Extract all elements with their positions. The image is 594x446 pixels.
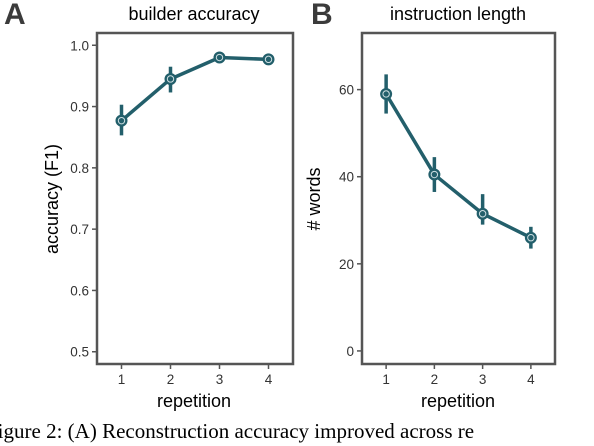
- panel-b-data-point-0: [380, 87, 393, 100]
- panel-b-x-axis-label: repetition: [421, 391, 495, 411]
- panel-a-x-tick-label-1: 2: [167, 372, 175, 387]
- panel-a-title: builder accuracy: [128, 4, 259, 24]
- panel-b-data-point-ring-2: [478, 210, 487, 218]
- panel-a-y-axis-label: accuracy (F1): [42, 144, 62, 254]
- panel-b-y-axis-label: # words: [304, 167, 324, 230]
- panel-a-x-axis-label: repetition: [157, 391, 231, 411]
- panel-letter-a: A: [4, 0, 26, 31]
- panel-a-y-tick-label-0: 0.5: [70, 345, 89, 360]
- panel-a-data-point-ring-1: [166, 75, 175, 83]
- panel-a-data-point-2: [213, 51, 226, 64]
- panel-a-y-tick-label-3: 0.8: [70, 161, 89, 176]
- panel-b-y-tick-label-3: 60: [339, 83, 354, 98]
- panel-a-data-point-3: [262, 53, 275, 66]
- panel-a-y-tick-label-5: 1.0: [70, 38, 89, 53]
- panel-b-y-tick-label-0: 0: [346, 344, 354, 359]
- panel-a-x-tick-label-2: 3: [216, 372, 224, 387]
- panel-a: A builder accuracy repetition accuracy (…: [4, 0, 295, 411]
- panel-a-plot-frame: [95, 31, 295, 366]
- panel-a-data-point-ring-3: [264, 55, 273, 64]
- panel-b-plot-frame: [360, 31, 557, 366]
- panel-b-data-point-3: [524, 231, 537, 244]
- panel-a-data-point-ring-0: [117, 116, 126, 125]
- panel-b-data-point-1: [428, 168, 441, 181]
- panel-a-data-point-1: [164, 72, 177, 85]
- figure-caption: Figure 2: (A) Reconstruction accuracy im…: [0, 419, 475, 443]
- panel-a-data-point-0: [115, 114, 128, 127]
- panel-b-x-tick-label-3: 4: [527, 372, 535, 387]
- panel-b-data-point-ring-3: [527, 233, 535, 242]
- panel-b-data-point-ring-0: [382, 90, 390, 98]
- panel-b-y-tick-label-2: 40: [339, 170, 354, 185]
- panel-a-x-tick-label-3: 4: [265, 372, 273, 387]
- panel-a-y-tick-label-2: 0.7: [70, 222, 89, 237]
- figure: A builder accuracy repetition accuracy (…: [4, 0, 557, 411]
- panel-a-plot-area: 0.5 0.6 0.7 0.8 0.9 1.0 1 2 3 4: [70, 38, 275, 387]
- panel-a-y-tick-label-4: 0.9: [70, 100, 89, 115]
- panel-b-x-tick-label-2: 3: [479, 372, 487, 387]
- panel-b-x-tick-label-0: 1: [382, 372, 390, 387]
- panel-a-data-point-ring-2: [215, 53, 224, 62]
- panel-b-plot-area: 0 20 40 60 1 2 3 4: [339, 74, 537, 387]
- panel-b-series-line: [384, 93, 532, 240]
- panel-b-data-point-2: [476, 207, 489, 220]
- panel-b: B instruction length repetition # words …: [304, 0, 557, 411]
- panel-b-data-point-ring-1: [430, 170, 439, 179]
- panel-a-x-tick-label-0: 1: [118, 372, 126, 387]
- panel-a-y-tick-label-1: 0.6: [70, 283, 89, 298]
- panel-letter-b: B: [311, 0, 333, 31]
- panel-b-x-tick-label-1: 2: [431, 372, 439, 387]
- panel-b-y-tick-label-1: 20: [339, 257, 354, 272]
- panel-a-series-line: [120, 55, 269, 122]
- panel-b-title: instruction length: [390, 4, 526, 24]
